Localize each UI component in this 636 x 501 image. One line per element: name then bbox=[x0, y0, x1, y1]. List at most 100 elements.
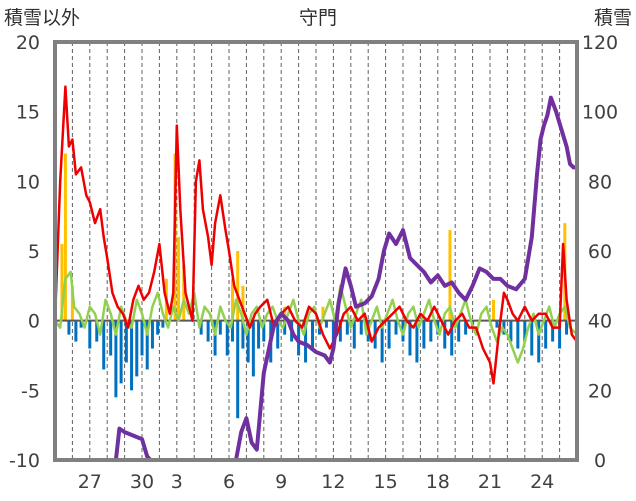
x-tick-label: 21 bbox=[478, 471, 502, 493]
snow_change-bar bbox=[408, 320, 412, 356]
snow_change-bar bbox=[380, 320, 384, 363]
precipitation-bar bbox=[448, 230, 452, 321]
left-tick-label: -10 bbox=[9, 450, 40, 472]
precipitation-bar bbox=[63, 153, 67, 321]
snow_change-bar bbox=[311, 320, 315, 349]
x-tick-label: 12 bbox=[321, 471, 345, 493]
precipitation-bar bbox=[70, 285, 74, 321]
right-tick-label: 60 bbox=[588, 241, 612, 263]
snow_change-bar bbox=[67, 320, 71, 335]
snow_change-bar bbox=[236, 320, 240, 419]
line-series bbox=[53, 85, 579, 462]
snow_change-bar bbox=[544, 320, 548, 349]
snow_change-bar bbox=[359, 320, 363, 335]
x-tick-label: 30 bbox=[130, 471, 154, 493]
chart-title: 守門 bbox=[299, 7, 337, 29]
snow_change-bar bbox=[551, 320, 555, 342]
snow_depth-line bbox=[55, 95, 577, 462]
left-tick-label: 5 bbox=[28, 241, 40, 263]
snow_change-bar bbox=[283, 320, 287, 335]
precipitation-bar bbox=[321, 306, 325, 321]
snow_change-bar bbox=[297, 320, 301, 356]
wind-line bbox=[54, 270, 578, 364]
snow_change-bar bbox=[218, 320, 222, 335]
snow_change-bar bbox=[102, 320, 106, 370]
snow_change-bar bbox=[145, 320, 149, 370]
snow_change-bar bbox=[565, 320, 569, 335]
snow_change-bar bbox=[509, 320, 513, 342]
snow_change-bar bbox=[230, 320, 234, 342]
snow_change-bar bbox=[225, 320, 229, 356]
snow_change-bar bbox=[415, 320, 419, 363]
precipitation-bar bbox=[236, 251, 240, 321]
snow_change-bar bbox=[119, 320, 123, 384]
snow_change-bar bbox=[241, 320, 245, 349]
snow_change-bar bbox=[199, 320, 203, 335]
x-tick-label: 18 bbox=[426, 471, 450, 493]
precipitation-bar bbox=[177, 237, 181, 321]
snow_change-bar bbox=[304, 320, 308, 363]
x-tick-label: 6 bbox=[223, 471, 235, 493]
x-tick-label: 9 bbox=[275, 471, 287, 493]
snow_change-bar bbox=[156, 320, 160, 335]
left-tick-label: 15 bbox=[16, 102, 40, 124]
snow_change-bar bbox=[422, 320, 426, 349]
snow_change-bar bbox=[246, 320, 250, 363]
plot-frame bbox=[53, 40, 579, 462]
snow_change-bar bbox=[324, 320, 328, 328]
snow_change-bar bbox=[338, 320, 342, 342]
x-tick-label: 24 bbox=[530, 471, 554, 493]
snow_change-bar bbox=[394, 320, 398, 335]
snow_change-bar bbox=[257, 320, 261, 349]
snow_change-bar bbox=[516, 320, 520, 349]
snow_change-bar bbox=[262, 320, 266, 342]
snow_change-bar bbox=[114, 320, 118, 398]
precipitation-bar bbox=[283, 306, 287, 321]
x-tick-label: 15 bbox=[374, 471, 398, 493]
precipitation-bar bbox=[60, 244, 64, 321]
snow_change-bar bbox=[464, 320, 468, 335]
right-tick-label: 40 bbox=[588, 311, 612, 333]
precipitation-bar bbox=[241, 285, 245, 321]
snow_change-bar bbox=[443, 320, 447, 349]
precipitation-bar bbox=[182, 264, 186, 321]
precipitation-bar bbox=[230, 278, 234, 321]
left-tick-label: 20 bbox=[16, 32, 40, 54]
x-tick-label: 3 bbox=[171, 471, 183, 493]
right-tick-label: 120 bbox=[582, 32, 618, 54]
snow_change-bar bbox=[150, 320, 154, 349]
left-tick-label: 10 bbox=[16, 171, 40, 193]
snow_change-bar bbox=[88, 320, 92, 349]
snow_change-bar bbox=[213, 320, 217, 356]
snow_change-bar bbox=[450, 320, 454, 356]
right-tick-label: 0 bbox=[594, 450, 606, 472]
snow_change-bar bbox=[251, 320, 255, 377]
snow_change-bar bbox=[161, 320, 165, 328]
snow_change-bar bbox=[495, 320, 499, 328]
right-tick-label: 80 bbox=[588, 171, 612, 193]
snow_change-bar bbox=[457, 320, 461, 342]
snow_change-bar bbox=[387, 320, 391, 349]
snow_change-bar bbox=[135, 320, 139, 377]
snow_change-bar bbox=[530, 320, 534, 356]
left-axis-label: 積雪以外 bbox=[4, 7, 80, 29]
right-tick-label: 20 bbox=[588, 380, 612, 402]
snow_change-bar bbox=[537, 320, 541, 363]
snow_change-bar bbox=[124, 320, 128, 363]
snow_change-bar bbox=[95, 320, 99, 342]
left-tick-label: 0 bbox=[28, 311, 40, 333]
snow_change-bar bbox=[429, 320, 433, 342]
precipitation-bar bbox=[491, 299, 495, 321]
snow_change-bar bbox=[345, 320, 349, 335]
snow_change-bar bbox=[206, 320, 210, 342]
right-axis-label: 積雪 bbox=[594, 7, 632, 29]
snow_change-bar bbox=[79, 320, 83, 328]
x-tick-label: 27 bbox=[78, 471, 102, 493]
snow_change-bar bbox=[109, 320, 113, 356]
left-tick-label: -5 bbox=[21, 380, 40, 402]
snow_change-bar bbox=[276, 320, 280, 349]
tick-labels: 20 15 10 5 0 -5 -10 120 100 80 60 40 20 0 27 30 3 6 9 12 15 1… bbox=[9, 32, 618, 493]
snow_change-bar bbox=[140, 320, 144, 356]
snow_change-bar bbox=[130, 320, 134, 391]
